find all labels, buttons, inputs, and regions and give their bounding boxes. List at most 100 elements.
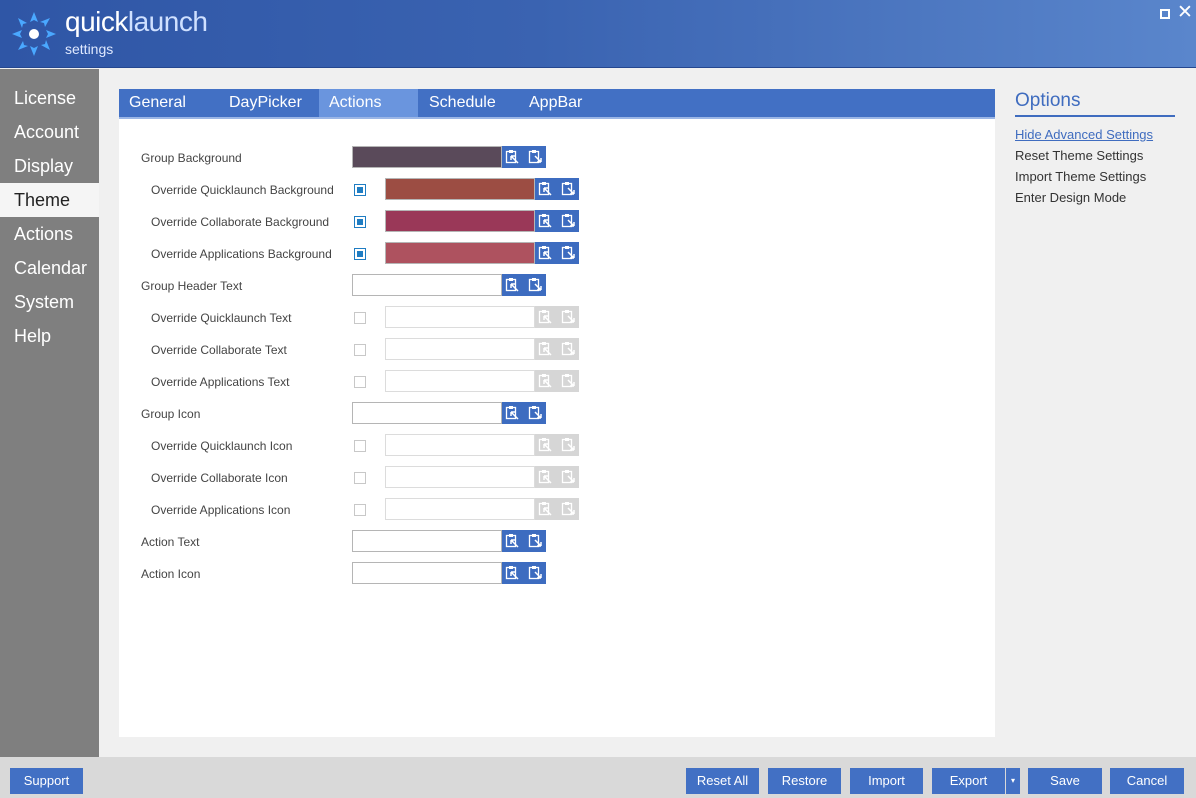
- sidebar-item-system[interactable]: System: [14, 292, 75, 312]
- paste-clipboard-icon[interactable]: [557, 242, 579, 264]
- paste-clipboard-icon[interactable]: [524, 530, 546, 552]
- reset-all-button[interactable]: Reset All: [686, 768, 759, 794]
- action-icon-label: Action Icon: [141, 567, 201, 581]
- eyedropper-select-icon[interactable]: [535, 178, 557, 200]
- eyedropper-select-icon[interactable]: [502, 274, 524, 296]
- hide-advanced-settings-link[interactable]: Hide Advanced Settings: [1015, 127, 1154, 142]
- override-quicklaunch-text-color-swatch: [385, 306, 535, 328]
- eyedropper-select-icon: [535, 466, 557, 488]
- override-collaborate-background-label: Override Collaborate Background: [151, 215, 330, 229]
- override-applications-icon-checkbox[interactable]: [354, 504, 366, 516]
- eyedropper-select-icon[interactable]: [502, 146, 524, 168]
- reset-theme-settings-link[interactable]: Reset Theme Settings: [1015, 148, 1144, 163]
- eyedropper-select-icon[interactable]: [502, 402, 524, 424]
- override-collaborate-background-color-swatch[interactable]: [385, 210, 535, 232]
- sidebar-item-license[interactable]: License: [14, 88, 77, 108]
- override-quicklaunch-background-color-swatch[interactable]: [385, 178, 535, 200]
- sidebar: License Account Display Theme Actions Ca…: [0, 69, 99, 757]
- paste-clipboard-icon: [557, 498, 579, 520]
- quicklaunch-logo-icon: [12, 12, 56, 56]
- override-applications-icon-color-swatch: [385, 498, 535, 520]
- eyedropper-select-icon: [535, 434, 557, 456]
- footer-bar: Support Reset All Restore Import Export …: [0, 757, 1196, 798]
- eyedropper-select-icon: [535, 338, 557, 360]
- action-text-label: Action Text: [141, 535, 200, 549]
- options-panel: Options Hide Advanced Settings Reset The…: [1015, 90, 1175, 207]
- override-applications-text-color-swatch: [385, 370, 535, 392]
- override-collaborate-text-color-swatch: [385, 338, 535, 360]
- export-button[interactable]: Export: [932, 768, 1005, 794]
- override-applications-text-checkbox[interactable]: [354, 376, 366, 388]
- override-quicklaunch-icon-label: Override Quicklaunch Icon: [151, 439, 293, 453]
- tab-general[interactable]: General: [129, 94, 186, 111]
- override-collaborate-icon-checkbox[interactable]: [354, 472, 366, 484]
- eyedropper-select-icon[interactable]: [502, 562, 524, 584]
- override-quicklaunch-background-label: Override Quicklaunch Background: [151, 183, 334, 197]
- sidebar-item-calendar[interactable]: Calendar: [14, 258, 88, 278]
- export-dropdown-button[interactable]: ▾: [1006, 768, 1020, 794]
- tab-appbar[interactable]: AppBar: [529, 94, 583, 111]
- close-icon[interactable]: ✕: [1177, 1, 1193, 23]
- tab-actions[interactable]: Actions: [319, 89, 418, 117]
- paste-clipboard-icon[interactable]: [524, 562, 546, 584]
- maximize-icon[interactable]: [1160, 9, 1170, 19]
- sidebar-item-help[interactable]: Help: [14, 326, 52, 346]
- enter-design-mode-link[interactable]: Enter Design Mode: [1015, 190, 1127, 205]
- action-text-color-swatch[interactable]: [352, 530, 502, 552]
- eyedropper-select-icon: [535, 370, 557, 392]
- override-collaborate-text-label: Override Collaborate Text: [151, 343, 287, 357]
- group-background-color-swatch[interactable]: [352, 146, 502, 168]
- paste-clipboard-icon: [557, 370, 579, 392]
- group-background-label: Group Background: [141, 151, 242, 165]
- tab-bar: General DayPicker Actions Schedule AppBa…: [119, 89, 995, 119]
- paste-clipboard-icon: [557, 466, 579, 488]
- override-quicklaunch-icon-checkbox[interactable]: [354, 440, 366, 452]
- import-theme-settings-link[interactable]: Import Theme Settings: [1015, 169, 1147, 184]
- app-title: quicklaunch: [65, 6, 208, 37]
- override-collaborate-icon-color-swatch: [385, 466, 535, 488]
- eyedropper-select-icon: [535, 498, 557, 520]
- options-title: Options: [1015, 90, 1175, 117]
- app-header: quicklaunch settings ✕: [0, 0, 1196, 68]
- override-quicklaunch-background-checkbox[interactable]: [354, 184, 366, 196]
- override-collaborate-text-checkbox[interactable]: [354, 344, 366, 356]
- sidebar-item-theme[interactable]: Theme: [0, 183, 99, 217]
- override-collaborate-background-checkbox[interactable]: [354, 216, 366, 228]
- paste-clipboard-icon[interactable]: [557, 178, 579, 200]
- eyedropper-select-icon[interactable]: [535, 242, 557, 264]
- override-quicklaunch-text-checkbox[interactable]: [354, 312, 366, 324]
- override-collaborate-icon-label: Override Collaborate Icon: [151, 471, 288, 485]
- eyedropper-select-icon[interactable]: [502, 530, 524, 552]
- theme-settings-panel: General DayPicker Actions Schedule AppBa…: [119, 89, 995, 737]
- override-applications-icon-label: Override Applications Icon: [151, 503, 291, 517]
- paste-clipboard-icon: [557, 434, 579, 456]
- group-header-text-label: Group Header Text: [141, 279, 243, 293]
- support-button[interactable]: Support: [10, 768, 83, 794]
- override-applications-background-color-swatch[interactable]: [385, 242, 535, 264]
- eyedropper-select-icon: [535, 306, 557, 328]
- paste-clipboard-icon[interactable]: [524, 274, 546, 296]
- save-button[interactable]: Save: [1028, 768, 1102, 794]
- eyedropper-select-icon[interactable]: [535, 210, 557, 232]
- override-applications-background-checkbox[interactable]: [354, 248, 366, 260]
- action-icon-color-swatch[interactable]: [352, 562, 502, 584]
- paste-clipboard-icon[interactable]: [524, 146, 546, 168]
- cancel-button[interactable]: Cancel: [1110, 768, 1184, 794]
- group-header-text-color-swatch[interactable]: [352, 274, 502, 296]
- tab-schedule[interactable]: Schedule: [429, 94, 496, 111]
- sidebar-item-account[interactable]: Account: [14, 122, 80, 142]
- override-applications-background-label: Override Applications Background: [151, 247, 332, 261]
- tab-daypicker[interactable]: DayPicker: [229, 94, 302, 111]
- app-subtitle: settings: [65, 41, 114, 57]
- paste-clipboard-icon: [557, 338, 579, 360]
- override-quicklaunch-text-label: Override Quicklaunch Text: [151, 311, 292, 325]
- sidebar-item-actions[interactable]: Actions: [14, 224, 74, 244]
- import-button[interactable]: Import: [850, 768, 923, 794]
- paste-clipboard-icon[interactable]: [524, 402, 546, 424]
- override-applications-text-label: Override Applications Text: [151, 375, 290, 389]
- paste-clipboard-icon[interactable]: [557, 210, 579, 232]
- group-icon-color-swatch[interactable]: [352, 402, 502, 424]
- paste-clipboard-icon: [557, 306, 579, 328]
- restore-button[interactable]: Restore: [768, 768, 841, 794]
- sidebar-item-display[interactable]: Display: [14, 156, 74, 176]
